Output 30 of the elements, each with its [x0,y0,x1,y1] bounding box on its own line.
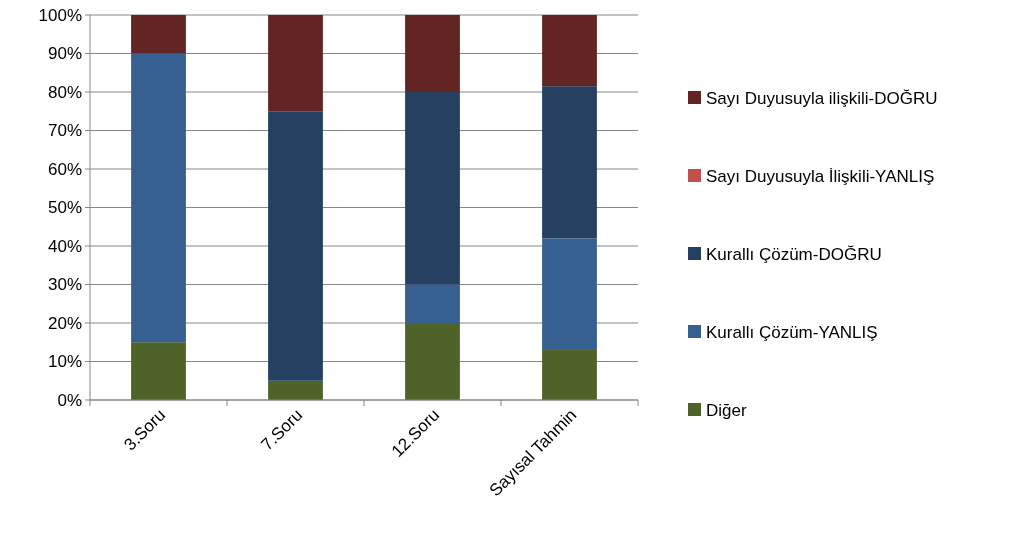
bar [268,380,323,400]
legend-label: Sayı Duyusuyla ilişkili-DOĞRU [706,88,938,108]
bar [542,349,597,400]
bar [542,86,597,239]
y-tick-label: 100% [38,5,82,25]
bar [405,92,460,285]
legend-label: Sayı Duyusuyla İlişkili-YANLIŞ [706,166,935,186]
bar [131,53,186,343]
y-tick-label: 20% [47,313,82,333]
bar [268,15,323,112]
bar [405,284,460,323]
bar [405,15,460,92]
bar [542,15,597,87]
y-tick-label: 0% [57,390,82,410]
y-tick-label: 30% [47,275,82,295]
bar [268,111,323,381]
y-tick-label: 80% [47,82,82,102]
bar [131,342,186,400]
y-tick-label: 60% [47,159,82,179]
y-tick-label: 90% [47,44,82,64]
y-tick-label: 50% [47,198,82,218]
y-tick-label: 40% [47,236,82,256]
y-tick-label: 10% [47,352,82,372]
legend-label: Diğer [706,400,747,420]
bar [405,323,460,400]
bar [542,238,597,350]
legend-label: Kurallı Çözüm-DOĞRU [706,244,882,264]
bar [131,15,186,54]
y-tick-label: 70% [47,121,82,141]
legend-label: Kurallı Çözüm-YANLIŞ [706,322,878,342]
